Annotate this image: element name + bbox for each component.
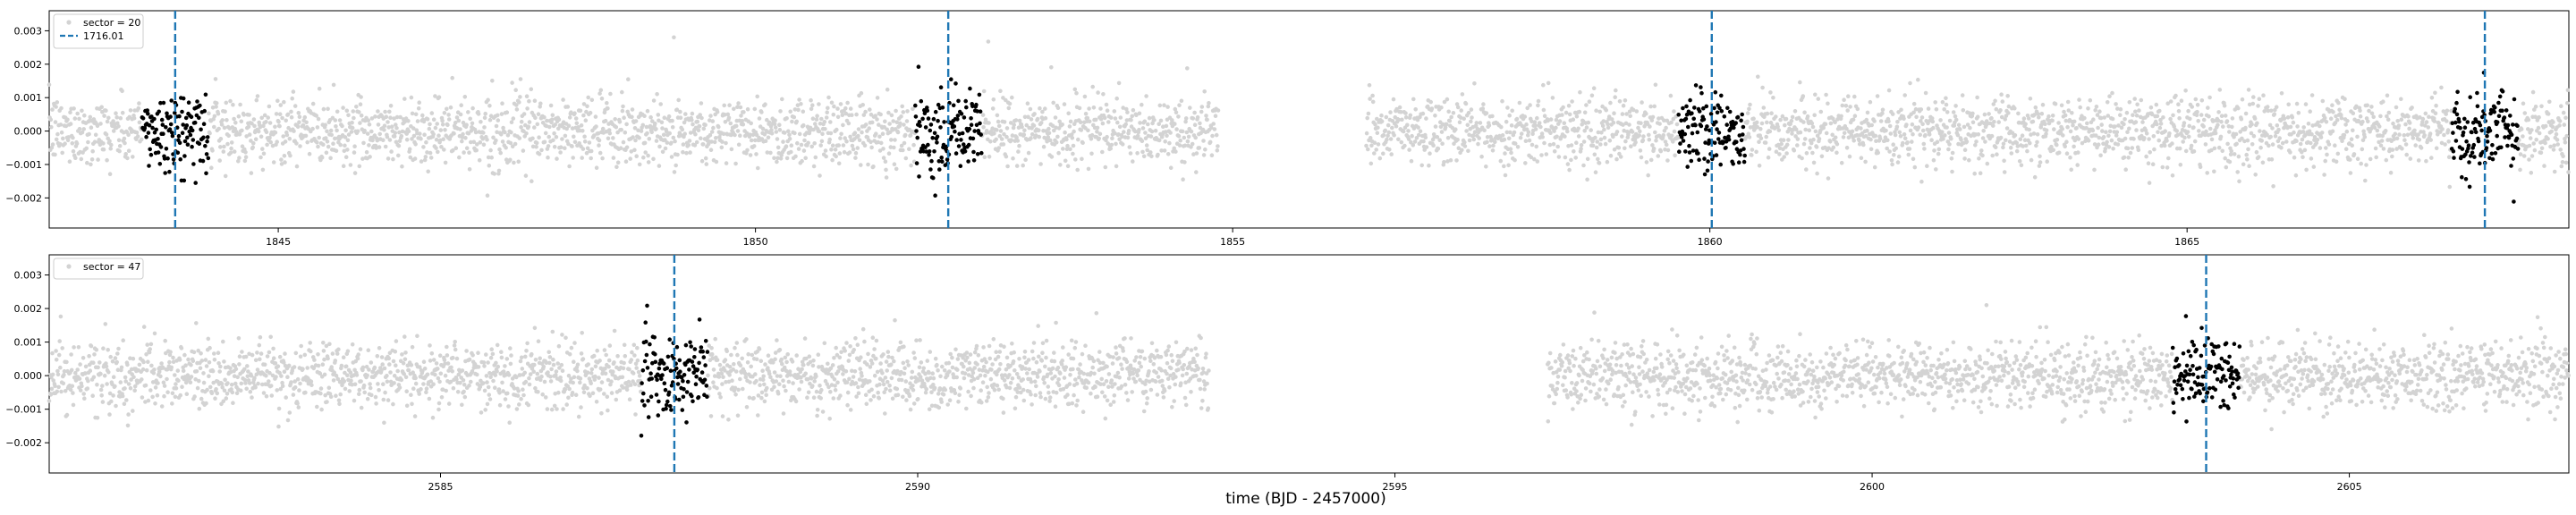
bottom-data-points — [47, 303, 2571, 438]
legend-marker-sector-20 — [66, 20, 72, 25]
y-tick-label: −0.001 — [5, 404, 42, 416]
y-tick-label: 0.001 — [14, 337, 43, 349]
top-data-points — [47, 35, 2571, 204]
x-tick-label: 2600 — [1860, 481, 1885, 493]
bottom-panel: 2585 2590 2595 2600 2605 −0.002 −0.001 0.000 0.0… — [5, 254, 2571, 493]
baseline-points — [47, 35, 2571, 198]
y-tick-label: −0.001 — [5, 159, 42, 171]
x-tick-label: 1850 — [743, 236, 768, 248]
top-transit-lines — [174, 11, 2487, 228]
top-axis-ticks: 1845 1850 1855 1860 1865 −0.002 −0.001 0.000 0.0… — [5, 25, 2199, 248]
legend-label-toi: 1716.01 — [83, 30, 124, 42]
x-tick-label: 1860 — [1698, 236, 1723, 248]
y-tick-label: 0.000 — [14, 126, 43, 138]
x-tick-label: 1865 — [2174, 236, 2199, 248]
x-tick-label: 2590 — [905, 481, 930, 493]
bottom-plot-frame — [48, 254, 2570, 474]
top-panel: 1845 1850 1855 1860 1865 −0.002 −0.001 0.000 0.0… — [5, 10, 2571, 248]
y-tick-label: −0.002 — [5, 437, 42, 449]
baseline-points — [47, 303, 2571, 432]
y-tick-label: 0.000 — [14, 370, 43, 382]
in-transit-points — [140, 64, 2521, 204]
y-tick-label: 0.003 — [14, 270, 43, 282]
bottom-legend-box — [53, 258, 144, 280]
top-legend: sector = 20 1716.01 — [53, 13, 144, 49]
in-transit-points — [639, 303, 2242, 438]
bottom-transit-lines — [673, 255, 2207, 473]
y-tick-label: −0.002 — [5, 192, 42, 204]
y-tick-label: 0.002 — [14, 59, 43, 71]
x-tick-label: 1845 — [266, 236, 291, 248]
legend-marker-sector-47 — [66, 264, 72, 269]
y-tick-label: 0.002 — [14, 303, 43, 315]
x-tick-label: 2585 — [428, 481, 453, 493]
y-tick-label: 0.003 — [14, 25, 43, 37]
y-tick-label: 0.001 — [14, 92, 43, 104]
x-tick-label: 2595 — [1383, 481, 1408, 493]
bottom-legend: sector = 47 — [53, 258, 144, 280]
legend-label-sector-47: sector = 47 — [83, 261, 140, 273]
x-tick-label: 2605 — [2337, 481, 2362, 493]
bottom-axis-ticks: 2585 2590 2595 2600 2605 −0.002 −0.001 0.000 0.0… — [5, 270, 2361, 493]
top-legend-box — [53, 13, 144, 49]
x-tick-label: 1855 — [1220, 236, 1245, 248]
x-axis-label: time (BJD - 2457000) — [1225, 490, 1386, 508]
legend-label-sector-20: sector = 20 — [83, 17, 140, 29]
